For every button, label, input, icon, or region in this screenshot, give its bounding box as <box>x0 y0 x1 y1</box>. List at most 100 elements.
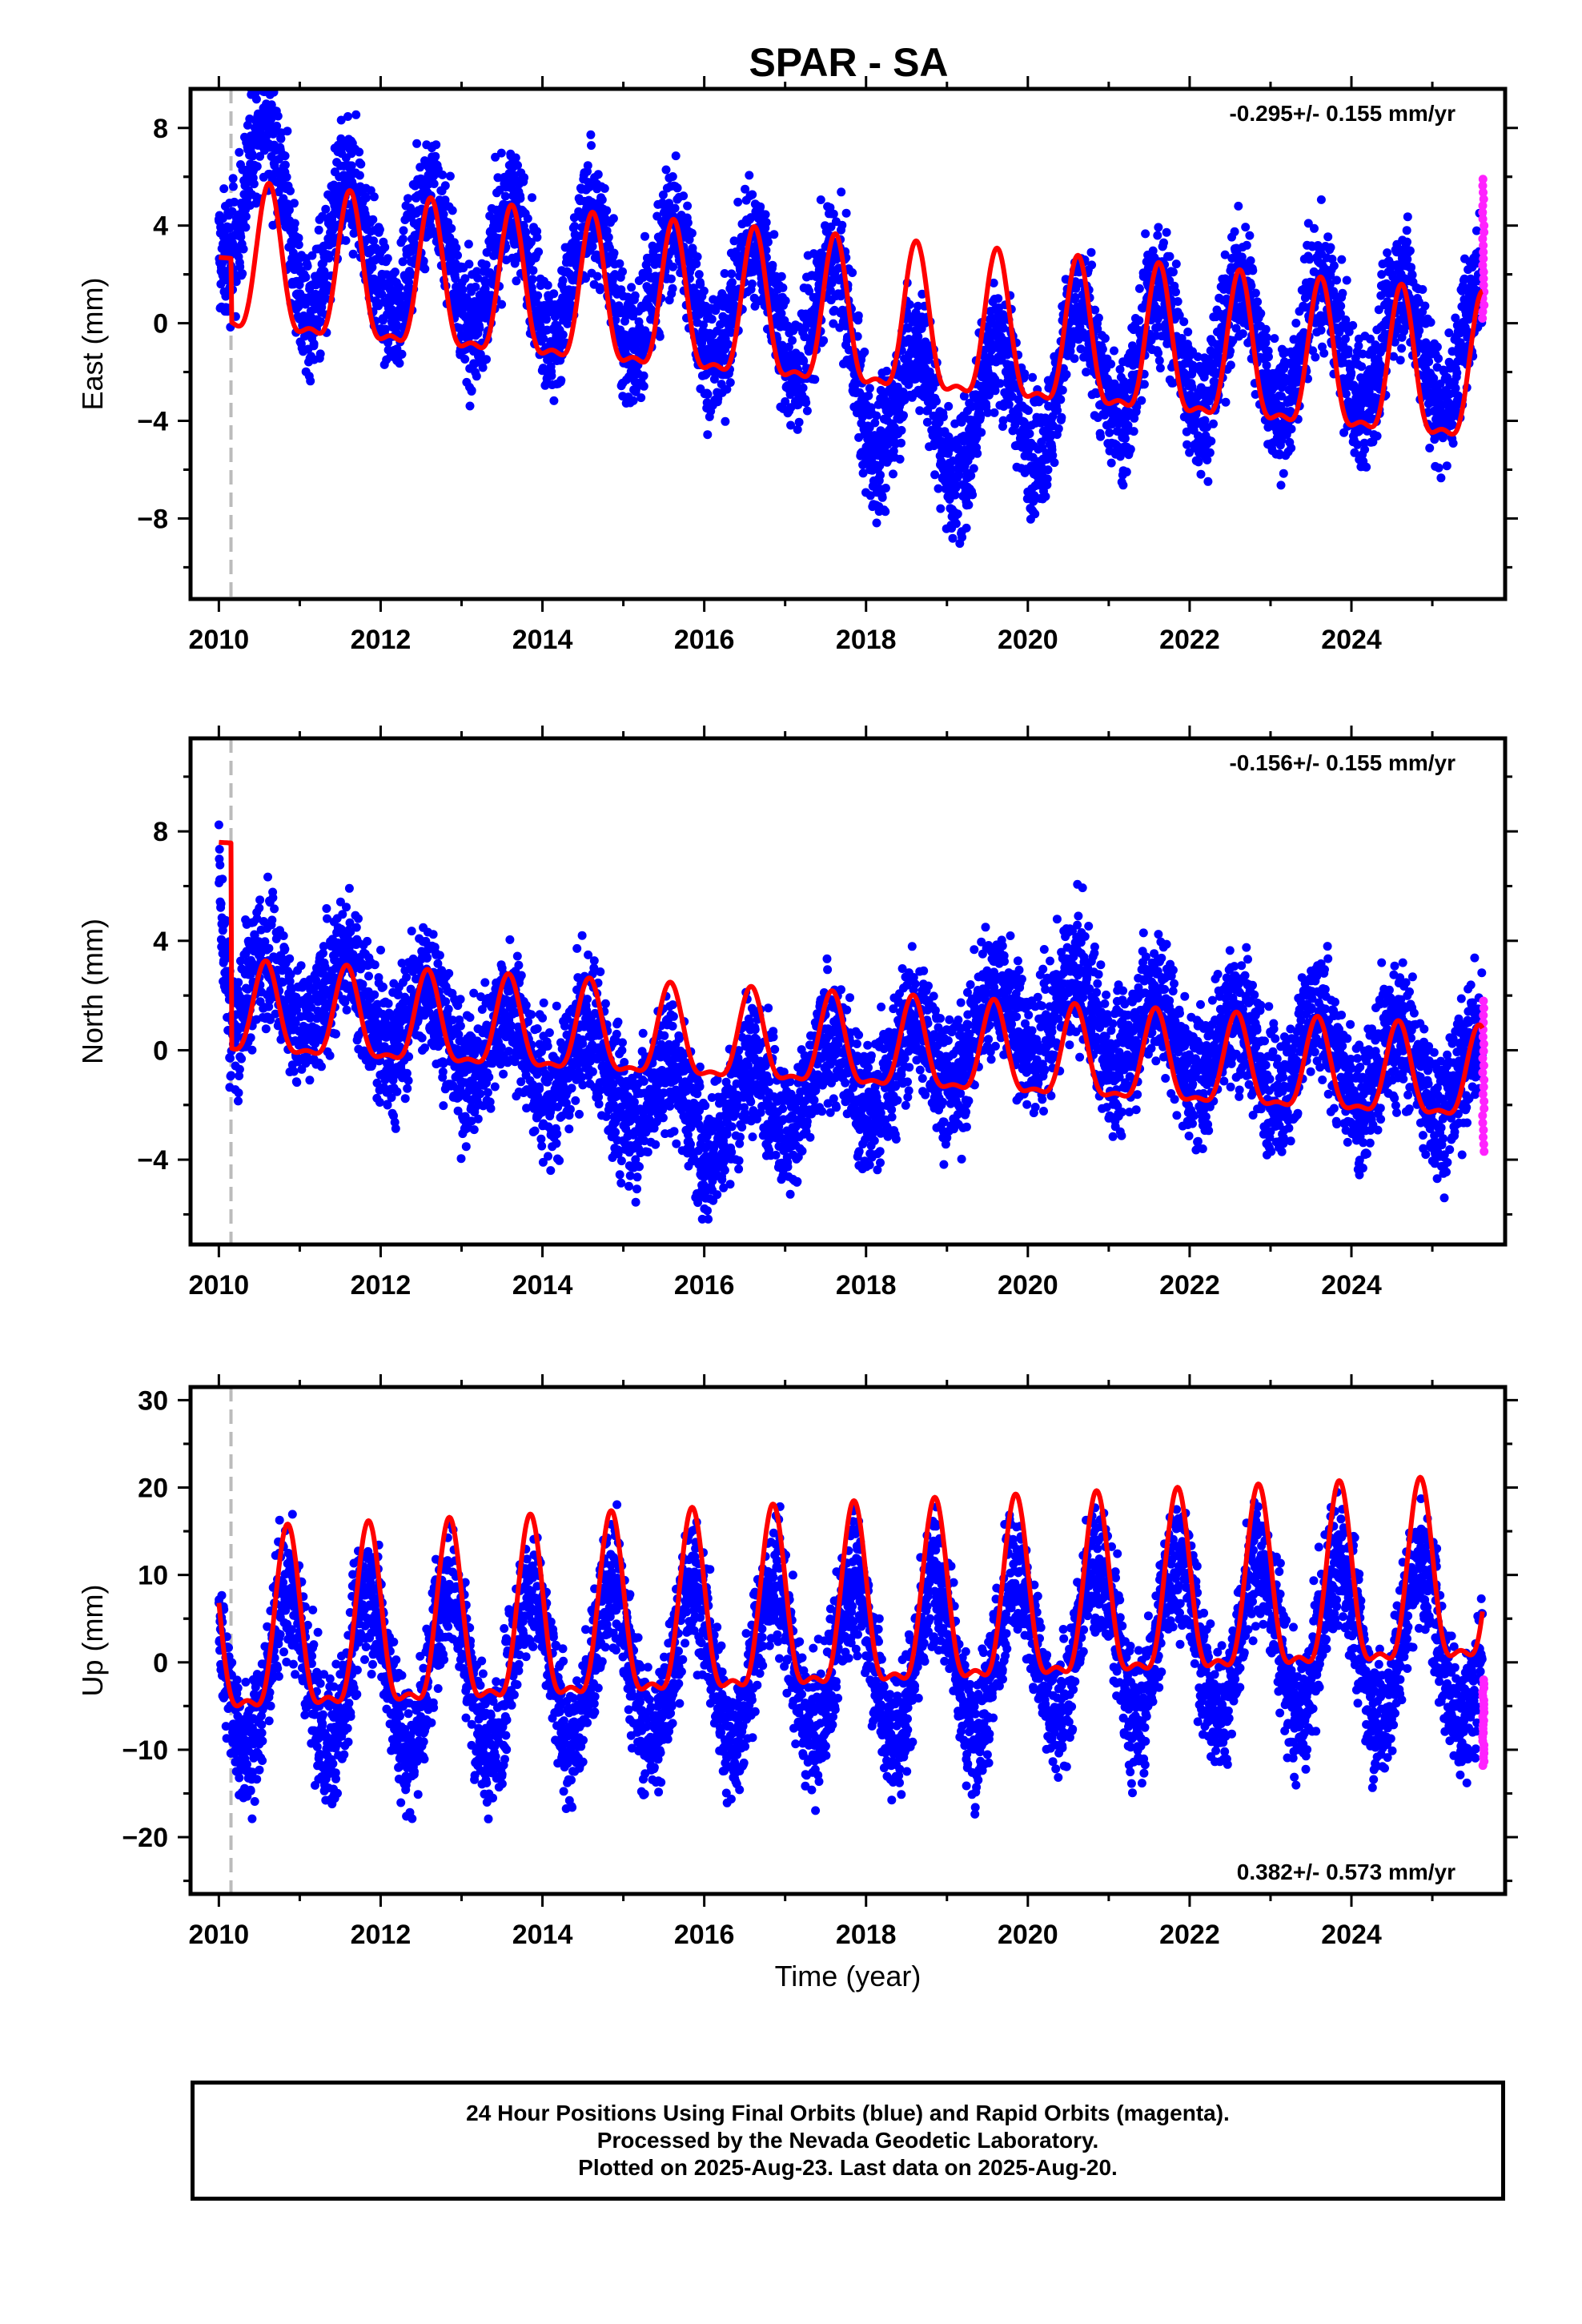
final-orbit-point <box>465 401 475 411</box>
final-orbit-point <box>703 389 713 399</box>
final-orbit-point <box>1134 316 1144 325</box>
final-orbit-point <box>369 236 379 246</box>
final-orbit-point <box>1023 406 1033 416</box>
final-orbit-point <box>973 448 982 458</box>
final-orbit-point <box>294 233 303 243</box>
final-orbit-point <box>1426 318 1435 327</box>
final-orbit-point <box>467 386 476 395</box>
final-orbit-point <box>727 269 737 279</box>
final-orbit-point <box>219 184 229 194</box>
final-orbit-point <box>380 243 390 252</box>
final-orbit-point <box>500 191 510 201</box>
final-orbit-point <box>658 190 668 199</box>
final-orbit-point <box>934 484 943 493</box>
final-orbit-point <box>837 187 846 197</box>
final-orbit-point <box>362 193 371 203</box>
final-orbit-point <box>268 78 277 87</box>
final-orbit-point <box>722 384 732 394</box>
final-orbit-point <box>458 285 468 295</box>
final-orbit-point <box>829 319 838 328</box>
final-orbit-point <box>1256 308 1266 318</box>
final-orbit-point <box>301 300 311 309</box>
final-orbit-point <box>630 291 640 300</box>
final-orbit-point <box>1025 429 1034 439</box>
final-orbit-point <box>447 223 456 233</box>
final-orbit-point <box>416 174 426 183</box>
final-orbit-point <box>272 121 282 131</box>
final-orbit-point <box>399 226 408 235</box>
final-orbit-point <box>976 412 986 422</box>
final-orbit-point <box>316 317 326 327</box>
final-orbit-point <box>251 94 261 104</box>
final-orbit-point <box>439 209 448 219</box>
final-orbit-point <box>1179 317 1189 327</box>
final-orbit-point <box>959 392 969 401</box>
final-orbit-point <box>1310 223 1319 233</box>
final-orbit-point <box>516 194 525 203</box>
final-orbit-point <box>235 147 244 157</box>
final-orbit-point <box>398 235 408 243</box>
final-orbit-point <box>448 289 458 299</box>
final-orbit-point <box>1074 335 1083 344</box>
final-orbit-point <box>769 230 779 239</box>
final-orbit-point <box>348 249 358 259</box>
final-orbit-point <box>983 408 993 417</box>
final-orbit-point <box>1279 468 1288 478</box>
final-orbit-point <box>899 411 908 420</box>
final-orbit-point <box>977 428 986 437</box>
final-orbit-point <box>547 371 556 380</box>
final-orbit-point <box>319 269 329 279</box>
final-orbit-point <box>903 324 913 333</box>
final-orbit-point <box>733 197 743 207</box>
plot-area <box>214 70 1489 599</box>
final-orbit-point <box>282 172 291 182</box>
final-orbit-point <box>1096 432 1106 441</box>
final-orbit-point <box>1094 313 1103 323</box>
final-orbit-point <box>1129 427 1138 436</box>
final-orbit-point <box>431 151 440 161</box>
final-orbit-point <box>632 384 641 394</box>
final-orbit-point <box>687 228 697 238</box>
final-orbit-point <box>1383 248 1392 258</box>
final-orbit-point <box>1126 444 1135 454</box>
final-orbit-point <box>1329 261 1339 271</box>
final-orbit-point <box>230 197 239 207</box>
final-orbit-point <box>440 195 450 205</box>
final-orbit-point <box>1341 389 1351 399</box>
final-orbit-point <box>438 170 448 179</box>
final-orbit-point <box>857 412 867 422</box>
final-orbit-point <box>609 248 619 258</box>
final-orbit-point <box>255 151 265 161</box>
final-orbit-point <box>301 272 311 282</box>
final-orbit-point <box>526 238 536 247</box>
final-orbit-point <box>1415 326 1424 336</box>
final-orbit-point <box>665 199 674 208</box>
final-orbit-point <box>1154 223 1163 232</box>
final-orbit-point <box>463 296 472 305</box>
final-orbit-point <box>984 390 994 400</box>
final-orbit-point <box>1342 275 1351 285</box>
final-orbit-point <box>288 248 298 258</box>
final-orbit-point <box>1155 364 1165 373</box>
final-orbit-point <box>671 151 681 161</box>
final-orbit-point <box>870 418 880 428</box>
final-orbit-point <box>381 324 390 334</box>
final-orbit-point <box>1122 467 1131 476</box>
final-orbit-point <box>778 283 788 292</box>
final-orbit-point <box>1205 448 1215 457</box>
final-orbit-point <box>566 300 576 310</box>
final-orbit-point <box>611 316 620 325</box>
final-orbit-point <box>528 266 538 275</box>
final-orbit-point <box>602 206 612 215</box>
final-orbit-point <box>694 270 704 279</box>
final-orbit-point <box>263 70 272 79</box>
final-orbit-point <box>509 171 519 180</box>
final-orbit-point <box>1020 369 1030 379</box>
final-orbit-point <box>521 227 531 237</box>
final-orbit-point <box>825 286 835 296</box>
final-orbit-point <box>853 332 862 341</box>
final-orbit-point <box>922 417 932 427</box>
final-orbit-point <box>876 385 885 395</box>
final-orbit-point <box>391 267 400 277</box>
final-orbit-point <box>549 289 559 299</box>
